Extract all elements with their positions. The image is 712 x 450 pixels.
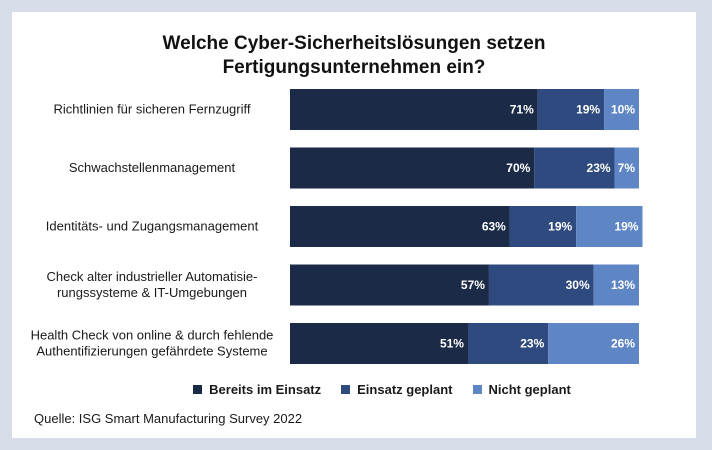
bar-segment-1 xyxy=(290,89,538,130)
bar-segment-3 xyxy=(548,323,639,364)
bar-value-label: 23% xyxy=(520,337,544,351)
bar-value-label: 7% xyxy=(618,161,636,175)
chart-title-line-2: Fertigungsunternehmen ein? xyxy=(222,57,486,78)
legend-label: Nicht geplant xyxy=(488,382,571,397)
bar-value-label: 26% xyxy=(611,337,635,351)
legend-swatch xyxy=(193,385,203,394)
legend-label: Einsatz geplant xyxy=(357,382,453,397)
category-label: Schwachstellenmanagement xyxy=(69,160,236,175)
category-label: Check alter industrieller Automatisie-ru… xyxy=(47,269,258,300)
bar-value-label: 13% xyxy=(611,278,635,292)
category-label-line: Richtlinien für sicheren Fernzugriff xyxy=(53,102,250,117)
chart-panel: Welche Cyber-Sicherheitslösungen setzen … xyxy=(12,12,696,438)
category-label: Richtlinien für sicheren Fernzugriff xyxy=(53,102,250,117)
bar-value-label: 57% xyxy=(461,278,485,292)
chart-legend: Bereits im Einsatz Einsatz geplant Nicht g… xyxy=(162,382,602,397)
legend-swatch xyxy=(472,385,482,394)
bar-segment-3 xyxy=(576,206,643,247)
bar-segment-2 xyxy=(467,323,549,364)
bar-value-label: 19% xyxy=(548,220,572,234)
bar-segment-1 xyxy=(290,206,510,247)
bar-segment-2 xyxy=(534,147,615,189)
category-label-line: Schwachstellenmanagement xyxy=(69,160,236,175)
category-label: Health Check von online & durch fehlende… xyxy=(31,328,274,359)
bar-segment-1 xyxy=(290,264,489,306)
source-note: Quelle: ISG Smart Manufacturing Survey 2… xyxy=(34,411,303,426)
category-label-line: Check alter industrieller Automatisie- xyxy=(47,269,258,284)
bar-segment-3 xyxy=(604,89,639,130)
bar-value-label: 51% xyxy=(440,337,464,351)
bar-value-label: 10% xyxy=(611,103,635,117)
category-label-line: rungssysteme & IT-Umgebungen xyxy=(57,285,247,300)
category-label-line: Authentifizierungen gefährdete Systeme xyxy=(36,344,267,359)
bar-value-label: 70% xyxy=(506,161,530,175)
stacked-bar-chart: Richtlinien für sicheren Fernzugriff 71% 1… xyxy=(31,89,643,364)
legend-swatch xyxy=(341,385,351,394)
bar-value-label: 23% xyxy=(587,161,611,175)
chart-title: Welche Cyber-Sicherheitslösungen setzen … xyxy=(12,32,696,80)
bar-value-label: 19% xyxy=(614,220,638,234)
bar-value-label: 71% xyxy=(510,103,534,117)
bar-segment-1 xyxy=(290,147,535,189)
bar-segment-3 xyxy=(593,264,639,306)
bar-value-label: 63% xyxy=(482,220,506,234)
chart-title-line-1: Welche Cyber-Sicherheitslösungen setzen xyxy=(162,33,546,54)
bar-segment-2 xyxy=(488,264,594,306)
bar-segment-3 xyxy=(614,147,639,189)
bar-segment-2 xyxy=(537,89,605,130)
bar-value-label: 30% xyxy=(566,278,590,292)
legend-item-2: Einsatz geplant xyxy=(341,382,453,397)
bar-value-label: 19% xyxy=(576,103,600,117)
bar-segment-2 xyxy=(509,206,577,247)
category-label: Identitäts- und Zugangsmanagement xyxy=(46,219,259,234)
bar-segment-1 xyxy=(290,323,468,364)
legend-item-3: Nicht geplant xyxy=(472,382,571,397)
category-label-line: Identitäts- und Zugangsmanagement xyxy=(46,219,259,234)
category-label-line: Health Check von online & durch fehlende xyxy=(31,328,274,343)
legend-label: Bereits im Einsatz xyxy=(209,382,322,397)
legend-item-1: Bereits im Einsatz xyxy=(193,382,321,397)
